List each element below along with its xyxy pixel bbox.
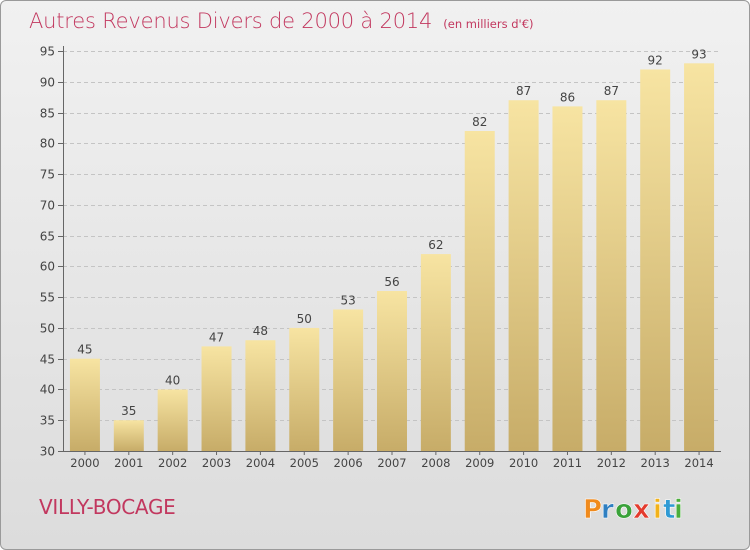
bars	[69, 63, 715, 452]
x-tick-label: 2012	[597, 456, 626, 470]
x-tick-label: 2013	[641, 456, 670, 470]
x-tick-label: 2011	[553, 456, 582, 470]
y-tick-label: 65	[40, 230, 55, 244]
y-tick-label: 35	[40, 414, 55, 428]
proxiti-logo: Pr o x i ti	[583, 495, 684, 526]
x-tick-label: 2008	[421, 456, 450, 470]
logo-letter: i	[674, 495, 683, 525]
value-label: 86	[560, 90, 575, 104]
value-label: 53	[340, 293, 355, 307]
bar-2003	[201, 346, 232, 451]
logo-letter: P	[583, 495, 602, 525]
commune-name: VILLY-BOCAGE	[39, 495, 176, 519]
bar-2005	[289, 327, 320, 451]
y-tick-label: 30	[40, 445, 55, 459]
bar-2007	[377, 291, 407, 451]
x-tick-label: 2001	[114, 456, 143, 470]
y-tick-label: 50	[40, 322, 55, 336]
bar-2013	[640, 69, 671, 451]
bar-2008	[420, 254, 451, 451]
value-label: 87	[604, 84, 619, 98]
x-tick-label: 2004	[246, 456, 275, 470]
x-tick-label: 2009	[465, 456, 494, 470]
value-label: 48	[253, 324, 268, 338]
value-label: 45	[77, 343, 92, 357]
logo-letter: o	[615, 495, 633, 525]
y-tick-label: 70	[40, 199, 55, 213]
bar-2010	[508, 100, 539, 451]
y-tick-label: 85	[40, 107, 55, 121]
value-label: 47	[209, 330, 224, 344]
y-tick-label: 90	[40, 76, 55, 90]
x-tick-label: 2000	[70, 456, 99, 470]
value-label: 92	[648, 53, 663, 67]
bar-2002	[157, 389, 188, 451]
value-label: 50	[297, 312, 312, 326]
y-tick-label: 75	[40, 168, 55, 182]
x-tick-label: 2014	[684, 456, 713, 470]
value-label: 87	[516, 84, 531, 98]
value-label: 56	[384, 275, 399, 289]
x-tick-label: 2005	[290, 456, 319, 470]
y-tick-label: 40	[40, 383, 55, 397]
bar-2004	[245, 340, 276, 451]
labels: 30 35 40 45 50 55 60 65 70 75 80 85 90 95 45 2000 35 2001…	[40, 45, 714, 471]
logo-letter: r	[601, 495, 614, 525]
y-tick-label: 80	[40, 137, 55, 151]
logo-letter: i	[653, 495, 662, 525]
bar-2012	[596, 100, 627, 451]
y-tick-label: 45	[40, 353, 55, 367]
x-tick-label: 2006	[333, 456, 362, 470]
value-label: 62	[428, 238, 443, 252]
unit-label: (en milliers d'€)	[443, 17, 534, 31]
bar-2006	[333, 309, 364, 451]
axes	[58, 46, 721, 455]
bar-2000	[69, 358, 100, 451]
title-text: Autres Revenus Divers de 2000 à 2014	[29, 9, 433, 33]
bar-2011	[552, 106, 583, 451]
bar-2014	[684, 63, 715, 452]
logo-letter: t	[663, 495, 675, 525]
x-tick-label: 2007	[377, 456, 406, 470]
value-label: 93	[691, 47, 706, 61]
x-tick-label: 2003	[202, 456, 231, 470]
chart-title: Autres Revenus Divers de 2000 à 2014 (en…	[29, 9, 534, 33]
logo-letter: x	[633, 495, 650, 525]
value-label: 35	[121, 404, 136, 418]
y-tick-label: 95	[40, 45, 55, 59]
x-tick-label: 2010	[509, 456, 538, 470]
value-label: 82	[472, 115, 487, 129]
bar-2009	[464, 131, 495, 451]
y-tick-label: 60	[40, 260, 55, 274]
y-tick-label: 55	[40, 291, 55, 305]
x-tick-label: 2002	[158, 456, 187, 470]
value-label: 40	[165, 373, 180, 387]
bar-2001	[113, 420, 144, 451]
